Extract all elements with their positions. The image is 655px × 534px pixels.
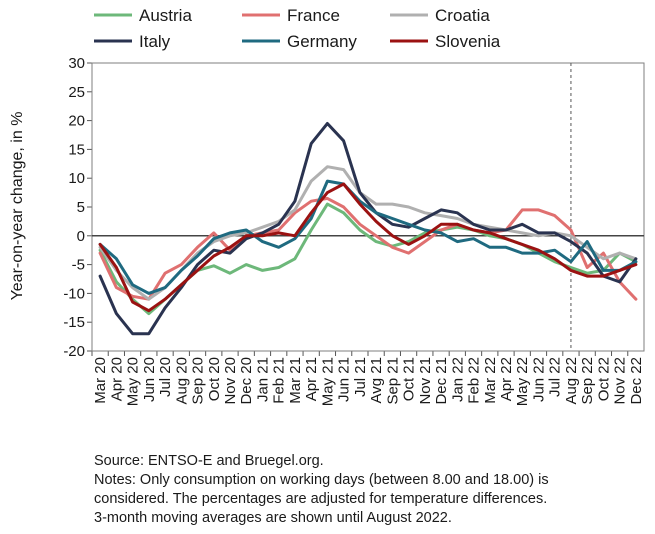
x-tick-label: Sep 20: [190, 357, 207, 405]
notes-line-3: 3-month moving averages are shown until …: [94, 510, 452, 526]
y-axis: -20 -15 -10 -5 0 5 10 15 20 25 30: [63, 55, 92, 360]
y-tick-label: 30: [68, 55, 85, 72]
source-note: Source: ENTSO-E and Bruegel.org.: [94, 453, 324, 469]
x-tick-label: Jul 22: [547, 357, 564, 397]
y-tick-label: -20: [63, 343, 85, 360]
legend-label-germany: Germany: [287, 32, 357, 51]
x-tick-label: Sep 22: [579, 357, 596, 405]
x-tick-label: Nov 20: [222, 357, 239, 405]
notes-line-1: Notes: Only consumption on working days …: [94, 472, 549, 488]
y-tick-label: -5: [72, 257, 85, 274]
x-tick-label: Dec 22: [628, 357, 645, 405]
y-tick-label: 15: [68, 141, 85, 158]
legend-label-italy: Italy: [139, 32, 171, 51]
notes-line-2: considered. The percentages are adjusted…: [94, 491, 548, 507]
x-tick-label: Oct 21: [401, 357, 418, 401]
y-tick-label: -10: [63, 285, 85, 302]
legend-label-croatia: Croatia: [435, 6, 490, 25]
x-tick-label: Nov 21: [417, 357, 434, 405]
x-tick-label: Jun 22: [530, 357, 547, 402]
x-tick-label: Sep 21: [384, 357, 401, 405]
x-tick-label: Nov 22: [612, 357, 629, 405]
x-tick-label: Mar 20: [92, 357, 109, 404]
x-tick-label: Avg 21: [368, 357, 385, 403]
x-tick-label: Dec 20: [238, 357, 255, 405]
y-tick-label: 10: [68, 170, 85, 187]
x-tick-label: Jan 22: [449, 357, 466, 402]
x-tick-label: Apr 22: [498, 357, 515, 401]
legend-label-austria: Austria: [139, 6, 192, 25]
x-tick-label: Jun 21: [336, 357, 353, 402]
x-tick-label: Feb 22: [466, 357, 483, 404]
x-tick-label: May 22: [514, 357, 531, 406]
x-tick-label: Jan 21: [254, 357, 271, 402]
legend-label-france: France: [287, 6, 340, 25]
x-tick-label: Apr 21: [303, 357, 320, 401]
y-tick-label: 20: [68, 113, 85, 130]
x-tick-label: Dec 21: [433, 357, 450, 405]
legend-label-slovenia: Slovenia: [435, 32, 501, 51]
x-tick-label: Aug 22: [563, 357, 580, 405]
plot-frame: [91, 62, 645, 352]
x-tick-label: Aug 20: [173, 357, 190, 405]
y-tick-label: 5: [77, 199, 85, 216]
y-tick-label: -15: [63, 314, 85, 331]
legend: Austria France Croatia Italy Germany Slovenia: [94, 6, 501, 51]
series-line-france: [98, 196, 638, 301]
x-tick-label: Jul 21: [352, 357, 369, 397]
x-tick-label: Jul 20: [157, 357, 174, 397]
x-axis: Mar 20 Apr 20 May 20 Jun 20 Jul 20 Aug 20 Sep …: [91, 351, 645, 406]
series-line-slovenia: [98, 182, 638, 313]
x-tick-label: Apr 20: [108, 357, 125, 401]
x-tick-label: Jun 20: [141, 357, 158, 402]
x-tick-label: May 21: [319, 357, 336, 406]
y-tick-label: 0: [77, 228, 85, 245]
y-axis-label: Year-on-year change, in %: [9, 112, 26, 301]
series-line-germany: [98, 179, 638, 295]
x-tick-label: Mar 21: [287, 357, 304, 404]
x-tick-label: Oct 22: [595, 357, 612, 401]
x-tick-label: Feb 21: [271, 357, 288, 404]
y-tick-label: 25: [68, 84, 85, 101]
plot-area: [91, 62, 645, 352]
x-tick-label: Oct 20: [206, 357, 223, 401]
x-tick-label: Mar 22: [482, 357, 499, 404]
x-tick-label: May 20: [125, 357, 142, 406]
chart-notes: Source: ENTSO-E and Bruegel.org. Notes: …: [94, 452, 654, 528]
